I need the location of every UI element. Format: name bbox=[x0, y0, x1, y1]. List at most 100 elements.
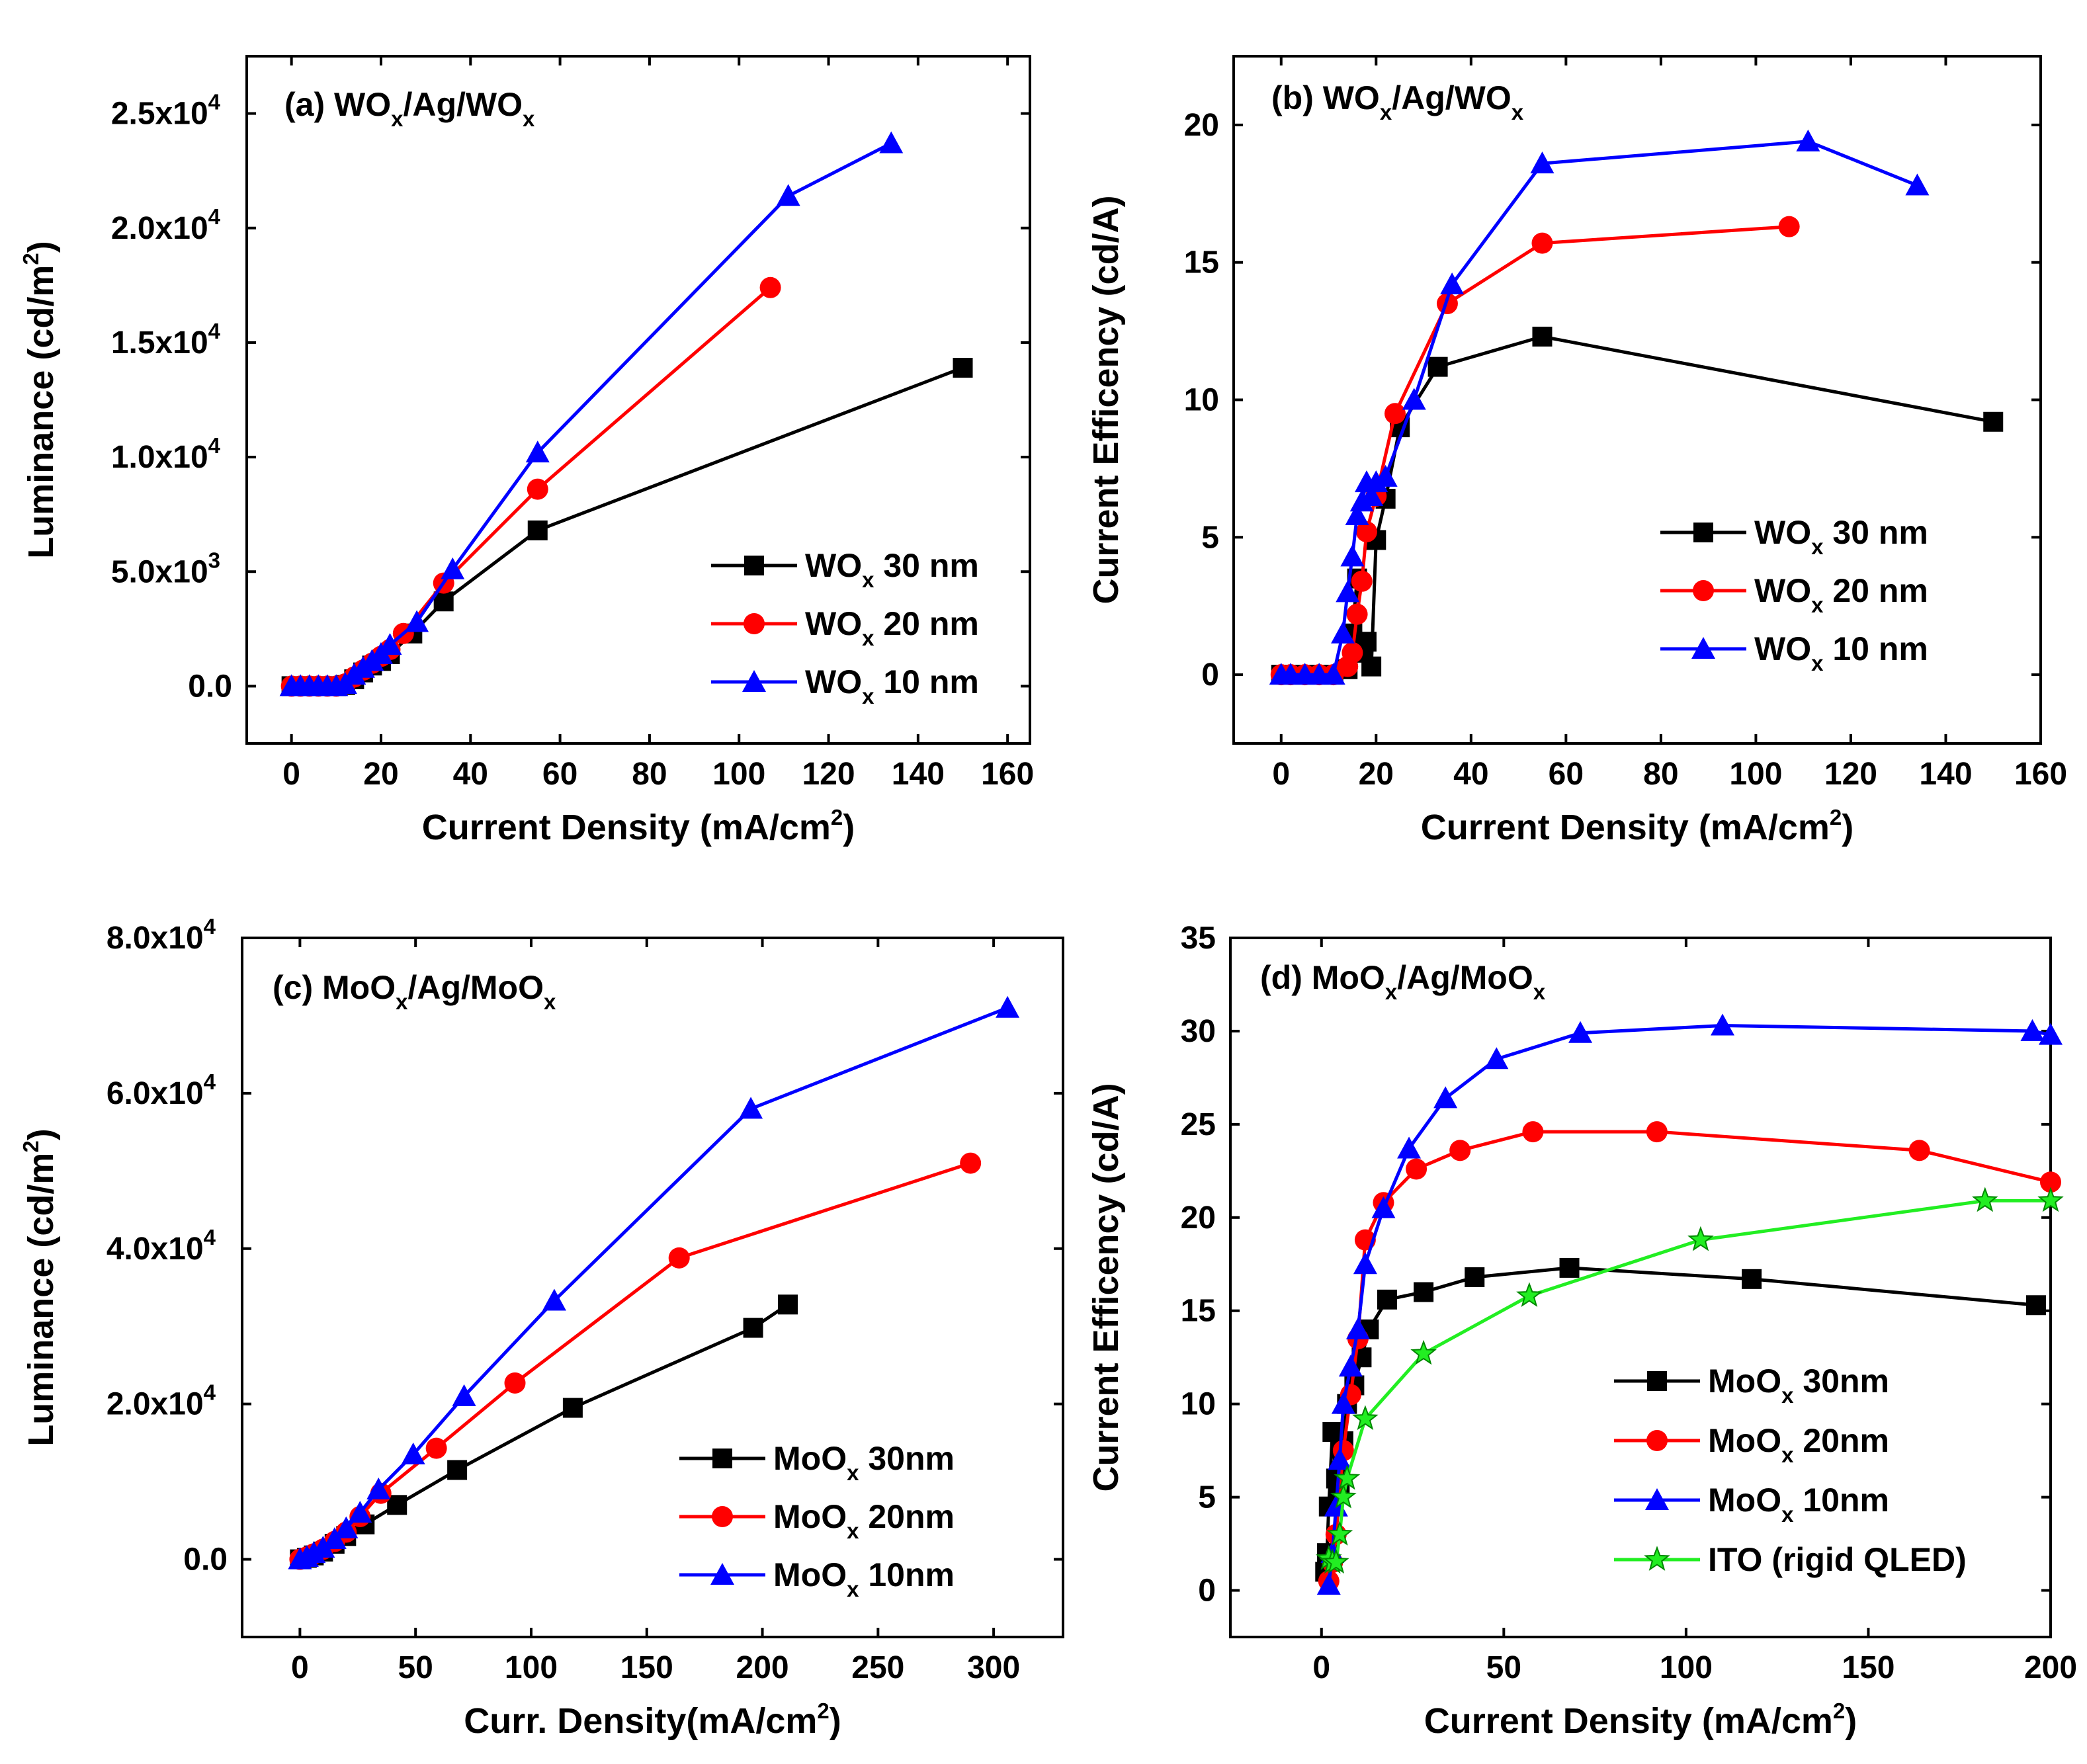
data-point bbox=[879, 131, 904, 153]
y-tick-label: 30 bbox=[1181, 1014, 1216, 1049]
data-point bbox=[1328, 1448, 1352, 1470]
y-tick-label: 20 bbox=[1181, 1200, 1216, 1236]
y-tick-label: 8.0x104 bbox=[106, 914, 216, 956]
y-tick-label: 25 bbox=[1181, 1107, 1216, 1142]
legend-marker bbox=[1693, 580, 1714, 601]
data-point bbox=[1331, 1392, 1355, 1414]
data-point bbox=[778, 1294, 798, 1315]
data-point bbox=[1427, 357, 1448, 377]
x-axis-title: Current Density (mA/cm2) bbox=[1421, 805, 1853, 847]
legend-marker bbox=[712, 1449, 732, 1468]
y-tick-label: 6.0x104 bbox=[106, 1070, 216, 1111]
data-point bbox=[1410, 1339, 1437, 1365]
panel-title: (b) WOx/Ag/WOx bbox=[1271, 79, 1524, 124]
data-point bbox=[366, 1477, 391, 1499]
legend-marker bbox=[1691, 637, 1715, 659]
x-tick-label: 150 bbox=[1842, 1650, 1895, 1685]
series-2 bbox=[288, 995, 1020, 1570]
x-tick-label: 100 bbox=[505, 1650, 558, 1685]
data-point bbox=[527, 520, 548, 540]
data-point bbox=[1531, 232, 1553, 254]
y-tick-label: 10 bbox=[1181, 1387, 1216, 1422]
data-point bbox=[1316, 1573, 1341, 1595]
data-point bbox=[1384, 403, 1406, 425]
y-axis-title: Current Efficency (cd/A) bbox=[1086, 1083, 1126, 1491]
plot-frame bbox=[245, 55, 1031, 745]
x-tick-label: 100 bbox=[1660, 1650, 1713, 1685]
data-point bbox=[1330, 1483, 1357, 1509]
x-tick-label: 0 bbox=[291, 1650, 309, 1685]
x-tick-label: 20 bbox=[363, 757, 398, 792]
legend-label: MoOx 30nm bbox=[1708, 1363, 1889, 1407]
plot-frame bbox=[241, 937, 1064, 1638]
legend-label: WOx 30 nm bbox=[805, 547, 979, 592]
series-2 bbox=[279, 131, 904, 696]
data-point bbox=[1687, 1226, 1714, 1251]
data-point bbox=[743, 1318, 763, 1338]
data-point bbox=[953, 358, 973, 378]
legend-label: WOx 20 nm bbox=[805, 605, 979, 650]
series-1 bbox=[1270, 216, 1800, 686]
y-tick-label: 5 bbox=[1198, 1480, 1216, 1515]
data-point bbox=[1532, 326, 1553, 347]
series-3 bbox=[1316, 1187, 2064, 1574]
data-point bbox=[1908, 1140, 1930, 1161]
data-point bbox=[960, 1152, 982, 1174]
data-point bbox=[1345, 1317, 1370, 1339]
data-point bbox=[1484, 1047, 1509, 1070]
y-tick-label: 0.0 bbox=[188, 669, 232, 704]
data-point bbox=[1646, 1121, 1668, 1143]
x-axis-title: Current Density (mA/cm2) bbox=[422, 805, 855, 847]
legend-marker bbox=[1646, 1430, 1668, 1451]
y-axis-title: Current Efficency (cd/A) bbox=[1086, 195, 1126, 604]
data-point bbox=[2039, 1023, 2063, 1045]
y-tick-label: 35 bbox=[1181, 921, 1216, 956]
x-axis-title: Curr. Density(mA/cm2) bbox=[464, 1699, 841, 1741]
y-tick-label: 1.5x104 bbox=[111, 319, 221, 360]
data-point bbox=[1345, 503, 1369, 526]
x-tick-label: 40 bbox=[1453, 757, 1488, 792]
x-tick-label: 140 bbox=[892, 757, 945, 792]
data-point bbox=[1796, 129, 1820, 151]
data-point bbox=[1522, 1121, 1544, 1143]
series-0 bbox=[290, 1294, 798, 1570]
x-tick-label: 100 bbox=[712, 757, 765, 792]
data-point bbox=[1340, 544, 1365, 567]
data-point bbox=[525, 441, 550, 463]
y-axis-title: Luminance (cd/m2) bbox=[19, 241, 61, 558]
y-tick-label: 1.0x104 bbox=[111, 433, 221, 475]
data-point bbox=[334, 1516, 359, 1538]
data-point bbox=[1334, 1464, 1361, 1490]
legend-marker bbox=[1647, 1371, 1667, 1391]
legend-label: MoOx 10nm bbox=[773, 1556, 955, 1601]
y-tick-label: 5.0x103 bbox=[111, 548, 220, 589]
y-tick-label: 2.5x104 bbox=[111, 90, 221, 132]
data-point bbox=[378, 633, 402, 655]
series-1 bbox=[1318, 1121, 2061, 1592]
data-point bbox=[1326, 1521, 1353, 1546]
x-tick-label: 300 bbox=[967, 1650, 1020, 1685]
data-point bbox=[1449, 1140, 1471, 1161]
data-point bbox=[348, 1501, 372, 1523]
series-2 bbox=[1316, 1013, 2063, 1595]
data-point bbox=[1516, 1282, 1543, 1308]
plot-frame bbox=[1229, 937, 2052, 1638]
x-tick-label: 60 bbox=[1549, 757, 1584, 792]
legend-label: WOx 20 nm bbox=[1754, 572, 1928, 617]
y-tick-label: 4.0x104 bbox=[106, 1225, 216, 1267]
data-point bbox=[996, 995, 1020, 1018]
legend-marker bbox=[744, 556, 764, 575]
data-point bbox=[1336, 580, 1360, 603]
x-tick-label: 50 bbox=[1486, 1650, 1521, 1685]
y-tick-label: 10 bbox=[1184, 383, 1219, 418]
data-point bbox=[1377, 1289, 1397, 1310]
series-2 bbox=[1269, 129, 1930, 685]
data-point bbox=[562, 1398, 583, 1418]
panel-title: (c) MoOx/Ag/MoOx bbox=[273, 969, 556, 1014]
data-point bbox=[387, 1495, 407, 1515]
data-point bbox=[1342, 642, 1363, 663]
y-tick-label: 15 bbox=[1181, 1294, 1216, 1329]
panel-title: (a) WOx/Ag/WOx bbox=[284, 86, 535, 131]
y-tick-label: 0 bbox=[1201, 657, 1219, 693]
